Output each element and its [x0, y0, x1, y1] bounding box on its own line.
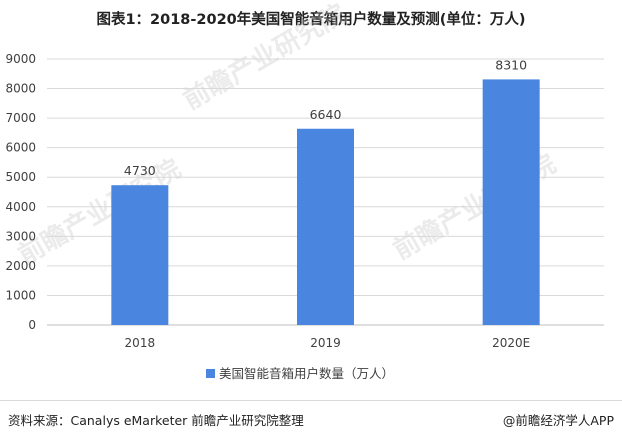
- x-axis-ticks: 2018 2019 2020E: [125, 336, 531, 350]
- legend-label: 美国智能音箱用户数量（万人）: [219, 366, 394, 381]
- x-tick-label: 2020E: [492, 336, 530, 350]
- data-label: 6640: [310, 107, 342, 122]
- data-label: 8310: [495, 57, 527, 72]
- bars: [111, 79, 540, 325]
- legend: 美国智能音箱用户数量（万人）: [206, 366, 394, 381]
- watermark-text: 前瞻产业研究院: [178, 0, 351, 116]
- legend-swatch: [206, 369, 215, 378]
- x-tick-label: 2018: [125, 336, 156, 350]
- y-tick-label: 7000: [5, 111, 36, 125]
- y-tick-label: 6000: [5, 141, 36, 155]
- y-tick-label: 4000: [5, 200, 36, 214]
- y-axis-ticks: 0 1000 2000 3000 4000 5000 6000 7000 8000 9000: [5, 52, 36, 332]
- y-tick-label: 1000: [5, 288, 36, 302]
- y-tick-label: 5000: [5, 170, 36, 184]
- source-note: 资料来源：Canalys eMarketer 前瞻产业研究院整理: [8, 413, 304, 428]
- bar: [297, 128, 354, 325]
- y-tick-label: 2000: [5, 259, 36, 273]
- footer: 资料来源：Canalys eMarketer 前瞻产业研究院整理 @前瞻经济学人…: [0, 400, 622, 435]
- bar: [111, 185, 169, 325]
- y-tick-label: 9000: [5, 52, 36, 66]
- y-tick-label: 0: [28, 318, 36, 332]
- y-tick-label: 8000: [5, 82, 36, 96]
- x-tick-label: 2019: [310, 336, 341, 350]
- chart-title: 图表1：2018-2020年美国智能音箱用户数量及预测(单位：万人): [96, 12, 526, 28]
- y-tick-label: 3000: [5, 229, 36, 243]
- data-label: 4730: [124, 163, 156, 178]
- data-labels: 4730 6640 8310: [124, 57, 527, 178]
- brand-credit: @前瞻经济学人APP: [502, 413, 614, 428]
- bar: [482, 79, 540, 325]
